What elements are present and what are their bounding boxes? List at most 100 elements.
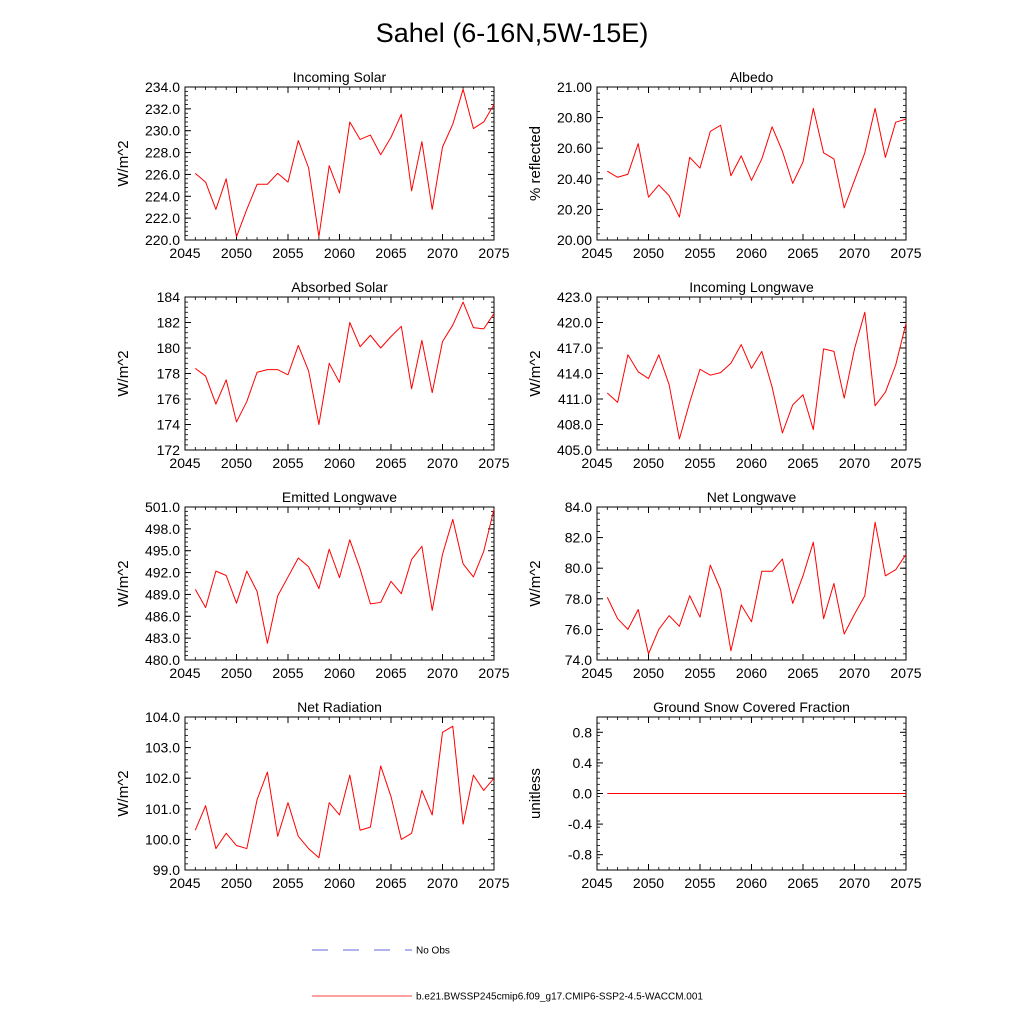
incoming-solar-ytick-label: 232.0	[145, 101, 180, 117]
panel-emitted-longwave: Emitted Longwave 2045 2050 2055 2060 2065 2070…	[115, 489, 510, 681]
emitted-longwave-ytick-label: 480.0	[145, 652, 180, 668]
incoming-longwave-xtick-label: 2070	[839, 455, 870, 471]
absorbed-solar-frame	[184, 296, 495, 451]
net-radiation-xtick-label: 2075	[478, 875, 509, 891]
incoming-solar-xtick-label: 2070	[427, 245, 458, 261]
incoming-solar-series-line	[194, 88, 495, 238]
net-longwave-ytick-label: 76.0	[565, 621, 592, 637]
panel-incoming-solar: Incoming Solar 2045 2050 2055 2060 2065 2070 20…	[115, 69, 510, 261]
albedo-xtick-label: 2055	[684, 245, 715, 261]
albedo-xtick-label: 2065	[787, 245, 818, 261]
ground-snow-covered-fraction-ytick-label: -0.8	[568, 847, 592, 863]
absorbed-solar-ytick-label: 182	[157, 315, 181, 331]
incoming-solar-ytick-label: 230.0	[145, 123, 180, 139]
net-radiation-ylabel: W/m^2	[115, 770, 132, 816]
emitted-longwave-frame	[184, 506, 495, 661]
incoming-longwave-xtick-label: 2075	[890, 455, 921, 471]
emitted-longwave-ytick-label: 495.0	[145, 543, 180, 559]
absorbed-solar-xtick-label: 2075	[478, 455, 509, 471]
net-radiation-xtick-label: 2045	[169, 875, 200, 891]
emitted-longwave-xtick-label: 2070	[427, 665, 458, 681]
albedo-ytick-label: 20.00	[557, 232, 592, 248]
emitted-longwave-ytick-label: 489.0	[145, 586, 180, 602]
net-longwave-xtick-label: 2065	[787, 665, 818, 681]
emitted-longwave-xtick-label: 2060	[324, 665, 355, 681]
albedo-ytick-label: 21.00	[557, 79, 592, 95]
absorbed-solar-xtick-label: 2060	[324, 455, 355, 471]
absorbed-solar-title: Absorbed Solar	[291, 279, 388, 295]
incoming-solar-ytick-label: 226.0	[145, 166, 180, 182]
panels: Incoming Solar 2045 2050 2055 2060 2065 2070 20…	[115, 69, 922, 891]
incoming-longwave-xtick-label: 2065	[787, 455, 818, 471]
incoming-longwave-ytick-label: 405.0	[557, 442, 592, 458]
emitted-longwave-xtick-label: 2055	[272, 665, 303, 681]
net-longwave-ytick-label: 82.0	[565, 530, 592, 546]
net-longwave-xtick-label: 2050	[633, 665, 664, 681]
emitted-longwave-ytick-label: 486.0	[145, 608, 180, 624]
incoming-solar-title: Incoming Solar	[293, 69, 387, 85]
absorbed-solar-ytick-label: 172	[157, 442, 181, 458]
albedo-ytick-label: 20.60	[557, 140, 592, 156]
incoming-solar-xtick-label: 2050	[221, 245, 252, 261]
net-radiation-xtick-label: 2070	[427, 875, 458, 891]
albedo-xtick-label: 2045	[581, 245, 612, 261]
net-radiation-ytick-label: 104.0	[145, 709, 180, 725]
legend-model-label: b.e21.BWSSP245cmip6.f09_g17.CMIP6-SSP2-4…	[416, 992, 703, 1003]
net-longwave-ytick-label: 80.0	[565, 560, 592, 576]
emitted-longwave-series-line	[194, 509, 495, 644]
net-longwave-xtick-label: 2060	[736, 665, 767, 681]
net-longwave-xtick-label: 2075	[890, 665, 921, 681]
net-longwave-xtick-label: 2055	[684, 665, 715, 681]
incoming-solar-ytick-label: 222.0	[145, 210, 180, 226]
ground-snow-covered-fraction-ytick-label: 0.4	[573, 755, 593, 771]
absorbed-solar-ytick-label: 178	[157, 366, 181, 382]
incoming-solar-xtick-label: 2075	[478, 245, 509, 261]
emitted-longwave-ytick-label: 492.0	[145, 565, 180, 581]
net-longwave-title: Net Longwave	[707, 489, 797, 505]
albedo-frame	[596, 86, 907, 241]
panel-incoming-longwave: Incoming Longwave 2045 2050 2055 2060 2065 207…	[527, 279, 922, 471]
legend: No Obs b.e21.BWSSP245cmip6.f09_g17.CMIP6…	[312, 946, 703, 1003]
albedo-ytick-label: 20.40	[557, 171, 592, 187]
emitted-longwave-xtick-label: 2075	[478, 665, 509, 681]
albedo-xtick-label: 2075	[890, 245, 921, 261]
incoming-longwave-series-line	[606, 311, 907, 440]
absorbed-solar-ytick-label: 174	[157, 417, 181, 433]
incoming-solar-ylabel: W/m^2	[115, 140, 132, 186]
absorbed-solar-xtick-label: 2065	[375, 455, 406, 471]
incoming-longwave-ytick-label: 423.0	[557, 289, 592, 305]
ground-snow-covered-fraction-xtick-label: 2060	[736, 875, 767, 891]
albedo-title: Albedo	[730, 69, 774, 85]
incoming-longwave-ytick-label: 414.0	[557, 366, 592, 382]
ground-snow-covered-fraction-xtick-label: 2070	[839, 875, 870, 891]
ground-snow-covered-fraction-ytick-label: -0.4	[568, 816, 592, 832]
incoming-longwave-ytick-label: 420.0	[557, 315, 592, 331]
emitted-longwave-ytick-label: 483.0	[145, 630, 180, 646]
net-radiation-series-line	[194, 725, 495, 859]
incoming-longwave-title: Incoming Longwave	[689, 279, 814, 295]
emitted-longwave-ytick-label: 498.0	[145, 521, 180, 537]
net-longwave-ytick-label: 78.0	[565, 591, 592, 607]
emitted-longwave-ytick-label: 501.0	[145, 499, 180, 515]
ground-snow-covered-fraction-ytick-label: 0.0	[573, 786, 593, 802]
absorbed-solar-xtick-label: 2070	[427, 455, 458, 471]
absorbed-solar-xtick-label: 2055	[272, 455, 303, 471]
emitted-longwave-xtick-label: 2045	[169, 665, 200, 681]
net-longwave-frame	[596, 506, 907, 661]
absorbed-solar-ytick-label: 184	[157, 289, 181, 305]
albedo-series-line	[607, 107, 907, 218]
incoming-longwave-ylabel: W/m^2	[527, 350, 544, 396]
incoming-longwave-xtick-label: 2060	[736, 455, 767, 471]
incoming-solar-xtick-label: 2055	[272, 245, 303, 261]
net-longwave-ytick-label: 84.0	[565, 499, 592, 515]
albedo-xtick-label: 2060	[736, 245, 767, 261]
net-radiation-ytick-label: 99.0	[153, 862, 180, 878]
panel-net-longwave: Net Longwave 2045 2050 2055 2060 2065 2070 2075…	[527, 489, 922, 681]
incoming-longwave-ytick-label: 417.0	[557, 340, 592, 356]
albedo-xtick-label: 2070	[839, 245, 870, 261]
ground-snow-covered-fraction-ytick-label: 0.8	[573, 724, 593, 740]
incoming-longwave-ytick-label: 411.0	[558, 391, 592, 407]
albedo-ytick-label: 20.20	[557, 201, 592, 217]
emitted-longwave-xtick-label: 2065	[375, 665, 406, 681]
